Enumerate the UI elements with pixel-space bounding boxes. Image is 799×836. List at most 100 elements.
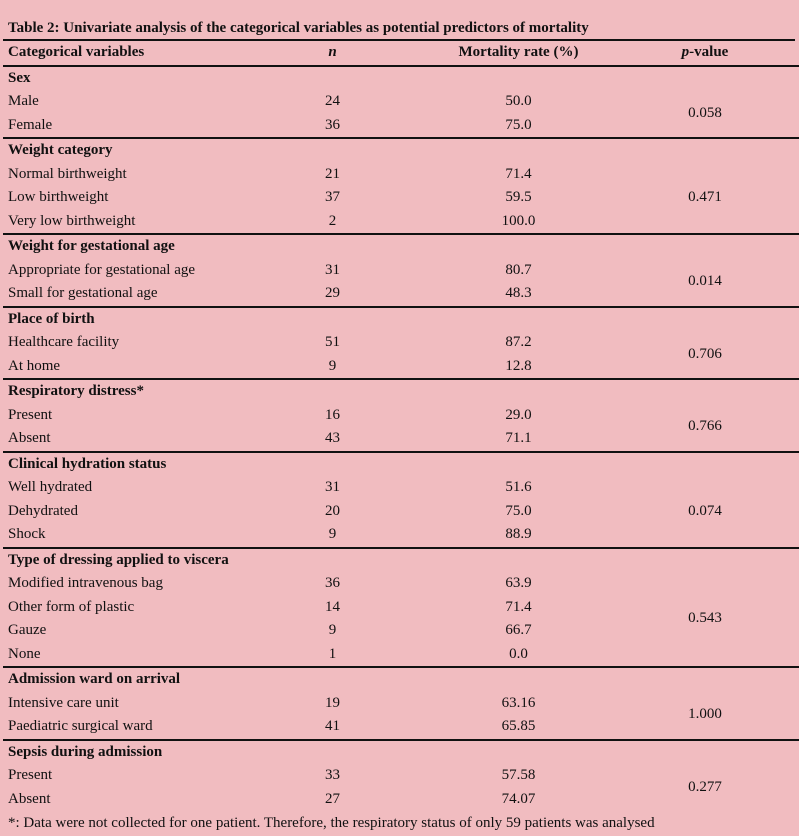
table-row: Normal birthweight 21 71.4 0.471 xyxy=(3,163,799,206)
group-name: Type of dressing applied to viscera xyxy=(8,551,229,568)
footnote: *: Data were not collected for one patie… xyxy=(8,815,655,831)
category-label: Other form of plastic xyxy=(8,598,135,615)
category-label: Well hydrated xyxy=(8,479,93,495)
mortality-value: 63.16 xyxy=(501,694,536,711)
category-label: Absent xyxy=(8,790,51,807)
mortality-value: 71.1 xyxy=(505,430,532,446)
category-label: Present xyxy=(8,767,53,783)
n-value: 16 xyxy=(325,406,340,423)
p-value: 0.471 xyxy=(688,189,722,205)
table-row: Present 33 57.58 0.277 xyxy=(3,764,799,795)
n-value: 31 xyxy=(325,479,340,495)
mortality-value: 80.7 xyxy=(505,261,532,278)
category-label: Male xyxy=(8,93,39,109)
header-n-label: n xyxy=(328,44,337,60)
mortality-value: 88.9 xyxy=(505,526,532,542)
header-n: n xyxy=(265,41,400,66)
table-row: Paediatric surgical ward 41 65.85 xyxy=(3,715,799,740)
table-row: None 1 0.0 xyxy=(3,643,799,668)
mortality-value: 74.07 xyxy=(501,790,536,807)
group-name: Admission ward on arrival xyxy=(8,671,181,687)
group-header-row: Respiratory distress* xyxy=(3,379,799,404)
group-header-row: Type of dressing applied to viscera xyxy=(3,548,799,573)
n-value: 21 xyxy=(325,165,340,182)
mortality-value: 71.4 xyxy=(505,165,532,182)
category-label: Dehydrated xyxy=(8,502,78,519)
table-row: Healthcare facility 51 87.2 0.706 xyxy=(3,331,799,362)
mortality-value: 100.0 xyxy=(501,212,536,229)
p-value: 0.014 xyxy=(688,273,722,290)
table-row: Very low birthweight 2 100.0 xyxy=(3,210,799,235)
category-label: Paediatric surgical ward xyxy=(8,718,153,734)
mortality-value: 65.85 xyxy=(501,718,536,734)
mortality-value: 71.4 xyxy=(505,598,532,615)
category-label: Gauze xyxy=(8,622,47,638)
n-value: 27 xyxy=(325,790,340,807)
variable-group: Place of birth Healthcare facility 51 87.… xyxy=(3,307,799,380)
n-value: 24 xyxy=(325,93,340,109)
n-value: 29 xyxy=(325,285,340,301)
category-label: Absent xyxy=(8,430,51,446)
n-value: 20 xyxy=(325,502,340,519)
mortality-value: 29.0 xyxy=(505,406,532,423)
header-p-italic: p xyxy=(681,44,690,60)
table-row: Modified intravenous bag 36 63.9 0.543 xyxy=(3,572,799,626)
n-value: 14 xyxy=(325,598,340,615)
table-row: Small for gestational age 29 48.3 xyxy=(3,282,799,307)
category-label: Female xyxy=(8,116,53,133)
mortality-value: 50.0 xyxy=(505,93,532,109)
header-variable: Categorical variables xyxy=(8,44,145,60)
table-row: Dehydrated 20 75.0 xyxy=(3,500,799,524)
category-label: Healthcare facility xyxy=(8,334,120,350)
variable-group: Weight for gestational age Appropriate fo… xyxy=(3,234,799,307)
group-header-row: Place of birth xyxy=(3,307,799,332)
table-row: Well hydrated 31 51.6 0.074 xyxy=(3,476,799,519)
group-header-row: Weight category xyxy=(3,138,799,163)
table-row: At home 9 12.8 xyxy=(3,355,799,380)
p-value: 0.766 xyxy=(688,418,722,435)
variable-group: Clinical hydration status Well hydrated 3… xyxy=(3,452,799,548)
variable-group: Respiratory distress* Present 16 29.0 0.76… xyxy=(3,379,799,452)
variable-group: Admission ward on arrival Intensive care … xyxy=(3,667,799,740)
mortality-value: 0.0 xyxy=(509,645,528,662)
n-value: 36 xyxy=(325,116,340,133)
p-value: 0.277 xyxy=(688,778,722,795)
header-p-value: p-value xyxy=(637,41,799,66)
group-name: Sepsis during admission xyxy=(8,743,163,760)
header-row: Categorical variables n Mortality rate (… xyxy=(3,41,799,66)
header-p-suffix: -value xyxy=(689,44,729,60)
header-mortality: Mortality rate (%) xyxy=(458,44,579,60)
mortality-value: 48.3 xyxy=(505,285,532,301)
n-value: 19 xyxy=(325,694,340,711)
group-header-row: Clinical hydration status xyxy=(3,452,799,477)
table-row: Low birthweight 37 59.5 xyxy=(3,186,799,210)
n-value: 9 xyxy=(328,357,337,374)
table-row: Shock 9 88.9 xyxy=(3,523,799,548)
table-row: Intensive care unit 19 63.16 1.000 xyxy=(3,692,799,723)
variable-group: Sex Male 24 50.0 0.058 Female 36 75.0 xyxy=(3,66,799,138)
n-value: 31 xyxy=(325,261,340,278)
mortality-value: 57.58 xyxy=(501,767,536,783)
table-row: Gauze 9 66.7 xyxy=(3,619,799,643)
mortality-value: 66.7 xyxy=(505,622,532,638)
mortality-value: 59.5 xyxy=(505,189,532,205)
category-label: Present xyxy=(8,406,53,423)
n-value: 43 xyxy=(325,430,340,446)
mortality-value: 12.8 xyxy=(505,357,532,374)
category-label: Intensive care unit xyxy=(8,694,119,711)
table-row: Present 16 29.0 0.766 xyxy=(3,404,799,435)
category-label: Low birthweight xyxy=(8,189,109,205)
n-value: 41 xyxy=(325,718,340,734)
category-label: Appropriate for gestational age xyxy=(8,261,196,278)
p-value: 1.000 xyxy=(688,706,722,723)
mortality-value: 51.6 xyxy=(505,479,532,495)
p-value: 0.706 xyxy=(688,345,722,362)
table-title: Table 2: Univariate analysis of the cate… xyxy=(3,18,795,41)
group-header-row: Weight for gestational age xyxy=(3,234,799,259)
n-value: 2 xyxy=(328,212,337,229)
variable-group: Weight category Normal birthweight 21 71.… xyxy=(3,138,799,234)
mortality-value: 75.0 xyxy=(505,116,532,133)
n-value: 36 xyxy=(325,575,340,591)
univariate-table: Categorical variables n Mortality rate (… xyxy=(3,41,799,811)
table-row: Absent 27 74.07 xyxy=(3,788,799,812)
